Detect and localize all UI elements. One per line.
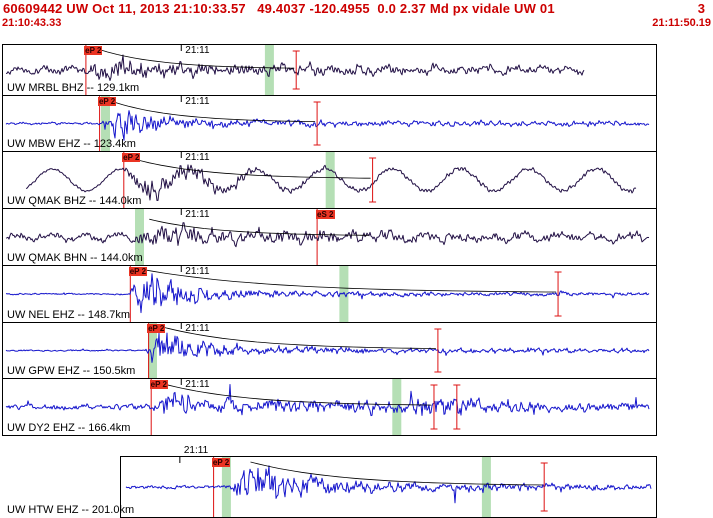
trace-row[interactable]: eS 2 21:11 UW QMAK BHN -- 144.0km xyxy=(2,208,657,266)
duration-pick-line[interactable] xyxy=(453,384,461,430)
highlight-band xyxy=(325,152,335,208)
duration-pick-line[interactable] xyxy=(540,462,548,512)
trace-row[interactable]: eP 2 21:11 UW QMAK BHZ -- 144.0km xyxy=(2,151,657,209)
station-label: UW MRBL BHZ -- 129.1km xyxy=(7,82,140,94)
header-page-number: 3 xyxy=(697,1,705,16)
station-label: UW MBW EHZ -- 123.4km xyxy=(7,138,136,150)
duration-pick-line[interactable] xyxy=(554,271,562,317)
trace-row[interactable]: eP 2 21:11 UW HTW EHZ -- 201.0km xyxy=(7,445,657,518)
waveform-svg xyxy=(5,266,650,322)
duration-pick-line[interactable] xyxy=(369,157,377,203)
coda-decay-curve xyxy=(160,326,436,349)
phase-pick-label[interactable]: eP 2 xyxy=(211,458,231,467)
seismogram-trace xyxy=(5,332,650,363)
station-label: UW HTW EHZ -- 201.0km xyxy=(7,504,135,516)
event-header: 60609442 UW Oct 11, 2013 21:10:33.57 49.… xyxy=(3,1,555,16)
waveform-svg xyxy=(5,323,650,378)
seismogram-trace xyxy=(5,222,650,248)
station-label: UW QMAK BHN -- 144.0km xyxy=(7,252,143,264)
trace-row[interactable]: eP 2 21:11 UW NEL EHZ -- 148.7km xyxy=(2,265,657,323)
duration-pick-line[interactable] xyxy=(430,384,438,430)
coda-decay-curve xyxy=(250,461,543,486)
trace-row[interactable]: eP 2 21:11 UW MBW EHZ -- 123.4km xyxy=(2,95,657,152)
coda-decay-curve xyxy=(137,159,371,179)
highlight-band xyxy=(148,323,157,378)
coda-decay-curve xyxy=(149,218,369,236)
minute-label: 21:11 xyxy=(185,45,210,56)
coda-decay-curve xyxy=(142,269,557,293)
minute-label: 21:11 xyxy=(185,96,210,107)
highlight-band xyxy=(339,266,349,322)
seismogram-trace xyxy=(5,110,650,141)
waveform-svg xyxy=(5,96,650,151)
station-label: UW DY2 EHZ -- 166.4km xyxy=(7,422,131,434)
coda-decay-curve xyxy=(112,101,316,122)
waveform-svg xyxy=(5,379,650,435)
waveform-svg xyxy=(5,209,650,265)
seismogram-trace xyxy=(5,384,650,417)
waveform-svg xyxy=(6,45,585,95)
duration-pick-line[interactable] xyxy=(434,328,442,373)
minute-label: 21:11 xyxy=(185,266,210,277)
phase-pick-label[interactable]: eP 2 xyxy=(122,153,141,162)
seismogram-trace xyxy=(125,465,652,504)
minute-label: 21:11 xyxy=(185,152,210,163)
trace-row[interactable]: eP 2 21:11 UW GPW EHZ -- 150.5km xyxy=(2,322,657,379)
trace-row[interactable]: eP 2 21:11 UW MRBL BHZ -- 129.1km xyxy=(2,44,657,96)
seismogram-trace xyxy=(25,164,637,201)
coda-decay-curve xyxy=(97,48,295,69)
phase-pick-label[interactable]: eP 2 xyxy=(84,46,103,55)
duration-pick-line[interactable] xyxy=(292,50,300,90)
window-start-time: 21:10:43.33 xyxy=(2,17,62,29)
waveform-svg xyxy=(125,457,652,517)
minute-label: 21:11 xyxy=(185,323,210,334)
minute-label: 21:11 xyxy=(183,445,209,456)
seismogram-trace xyxy=(5,273,650,314)
minute-label: 21:11 xyxy=(185,209,210,220)
phase-pick-label[interactable]: eP 2 xyxy=(97,97,117,106)
duration-pick-line[interactable] xyxy=(313,101,321,146)
highlight-band xyxy=(392,379,402,435)
phase-pick-label[interactable]: eP 2 xyxy=(147,324,166,333)
trace-row[interactable]: eP 2 21:11 UW DY2 EHZ -- 166.4km xyxy=(2,378,657,436)
seismogram-trace xyxy=(6,54,585,81)
station-label: UW QMAK BHZ -- 144.0km xyxy=(7,195,142,207)
minute-label: 21:11 xyxy=(185,379,210,390)
window-end-time: 21:11:50.19 xyxy=(652,17,711,29)
phase-pick-label[interactable]: eP 2 xyxy=(128,267,148,276)
phase-pick-label[interactable]: eS 2 xyxy=(316,210,335,219)
phase-pick-label[interactable]: eP 2 xyxy=(149,380,168,389)
waveform-svg xyxy=(25,152,637,208)
station-label: UW GPW EHZ -- 150.5km xyxy=(7,365,136,377)
coda-decay-curve xyxy=(162,383,432,406)
highlight-band xyxy=(264,45,274,95)
station-label: UW NEL EHZ -- 148.7km xyxy=(7,309,131,321)
